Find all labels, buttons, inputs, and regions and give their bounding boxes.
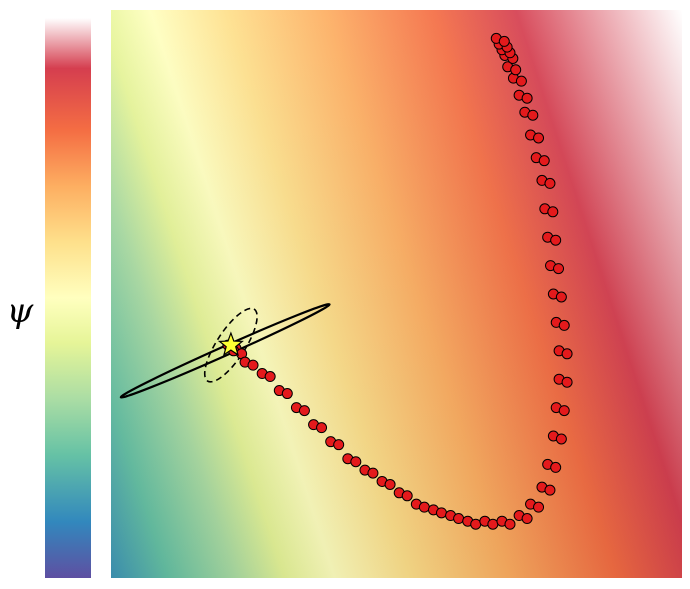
trajectory-point xyxy=(504,518,516,530)
heatmap-panel xyxy=(111,10,682,578)
trajectory-point xyxy=(544,484,556,496)
trajectory-point xyxy=(561,348,573,360)
trajectory-point xyxy=(550,234,562,246)
colorbar: ψ xyxy=(7,18,91,578)
trajectory-point xyxy=(561,376,573,388)
trajectory-point xyxy=(333,439,345,451)
trajectory-point xyxy=(555,433,567,445)
trajectory-point xyxy=(470,518,482,530)
trajectory-point xyxy=(247,359,259,371)
trajectory-point xyxy=(453,513,465,525)
trajectory-point xyxy=(418,501,430,513)
trajectory-point xyxy=(544,177,556,189)
trajectory-point xyxy=(367,467,379,479)
trajectory-point xyxy=(527,109,539,121)
trajectory-point xyxy=(281,388,293,400)
trajectory-point xyxy=(558,405,570,417)
trajectory-point xyxy=(515,75,527,87)
ellipse-dashed xyxy=(203,307,258,383)
heatmap-field xyxy=(111,10,682,578)
colorbar-label: ψ xyxy=(7,291,34,331)
trajectory-point xyxy=(264,371,276,383)
trajectory-point xyxy=(533,132,545,144)
trajectory-point xyxy=(435,507,447,519)
trajectory-point xyxy=(350,456,362,468)
trajectory-point xyxy=(401,490,413,502)
trajectory-point xyxy=(298,405,310,417)
trajectory-point xyxy=(558,319,570,331)
trajectory-point xyxy=(538,155,550,167)
start-star-marker xyxy=(217,331,244,357)
trajectory-point xyxy=(521,92,533,104)
colorbar-bar xyxy=(45,18,91,578)
trajectory-point xyxy=(550,461,562,473)
trajectory-point xyxy=(384,478,396,490)
trajectory-point xyxy=(533,501,545,513)
trajectory-point xyxy=(555,291,567,303)
trajectory-point xyxy=(498,35,510,47)
start-markers xyxy=(217,331,244,357)
trajectory-point xyxy=(547,206,559,218)
trajectory-point xyxy=(487,518,499,530)
trajectory-point xyxy=(521,513,533,525)
trajectory-point xyxy=(510,64,522,76)
trajectory-point xyxy=(553,263,565,275)
trajectory-point xyxy=(316,422,328,434)
